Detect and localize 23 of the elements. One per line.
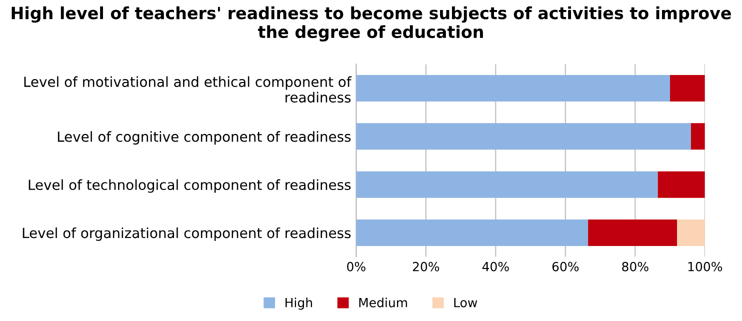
legend-label: Low (454, 298, 478, 308)
bar (356, 123, 691, 150)
y-tick-label: Level of technological component of readiness (28, 179, 351, 193)
x-tick-label: 0% (347, 262, 366, 272)
x-tick-label: 60% (552, 262, 579, 272)
bar (670, 75, 705, 102)
bar (356, 171, 658, 198)
x-tick-label: 80% (622, 262, 648, 272)
legend-label: High (286, 298, 312, 310)
y-tick-label: Level of cognitive component of readiness (58, 131, 351, 145)
bar (356, 219, 588, 246)
bar (658, 171, 705, 198)
legend-label: Medium (359, 298, 407, 308)
bar (588, 219, 677, 246)
bar (690, 123, 705, 150)
chart-title: High level of teachers' readiness to become subjects of activities to improve the degree of education (12, 6, 731, 42)
y-tick-label: Level of organizational component of readiness (22, 227, 351, 241)
y-tick-label: Level of motivational and ethical component of readiness (24, 76, 352, 103)
bar (356, 75, 670, 102)
x-tick-label: 20% (412, 262, 440, 272)
bar (677, 219, 705, 246)
x-tick-label: 40% (482, 262, 509, 272)
x-tick-label: 100% (688, 262, 722, 272)
